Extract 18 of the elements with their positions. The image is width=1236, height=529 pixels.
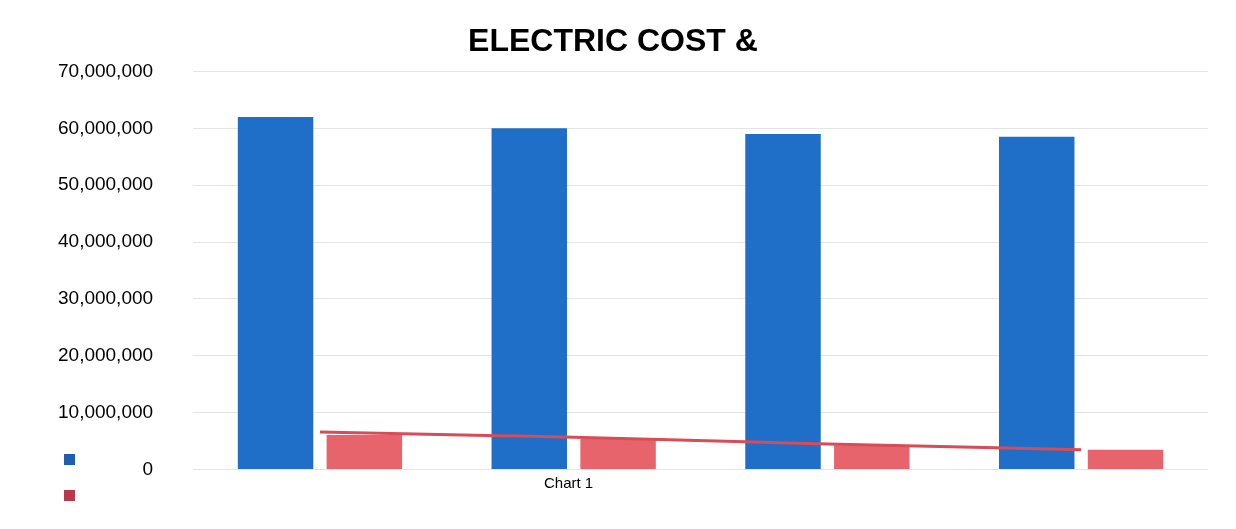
bar — [834, 445, 910, 470]
y-tick-label: 10,000,000 — [58, 400, 154, 422]
bar — [237, 116, 314, 470]
bar — [998, 136, 1075, 470]
caption: Chart 1 — [544, 473, 594, 491]
y-tick-label: 70,000,000 — [58, 59, 154, 81]
chart-title: ELECTRIC COST & — [468, 22, 758, 59]
y-tick-label: 50,000,000 — [58, 173, 154, 195]
y-tick-label: 60,000,000 — [58, 116, 154, 138]
bar — [1087, 449, 1164, 470]
bar — [745, 133, 821, 470]
y-tick-label: 30,000,000 — [58, 287, 154, 309]
bar — [326, 434, 403, 470]
y-tick-label: 20,000,000 — [58, 344, 154, 366]
bar — [580, 438, 656, 470]
bar — [491, 128, 568, 470]
y-tick-label: 0 — [142, 457, 154, 479]
y-tick-label: 40,000,000 — [58, 230, 154, 252]
